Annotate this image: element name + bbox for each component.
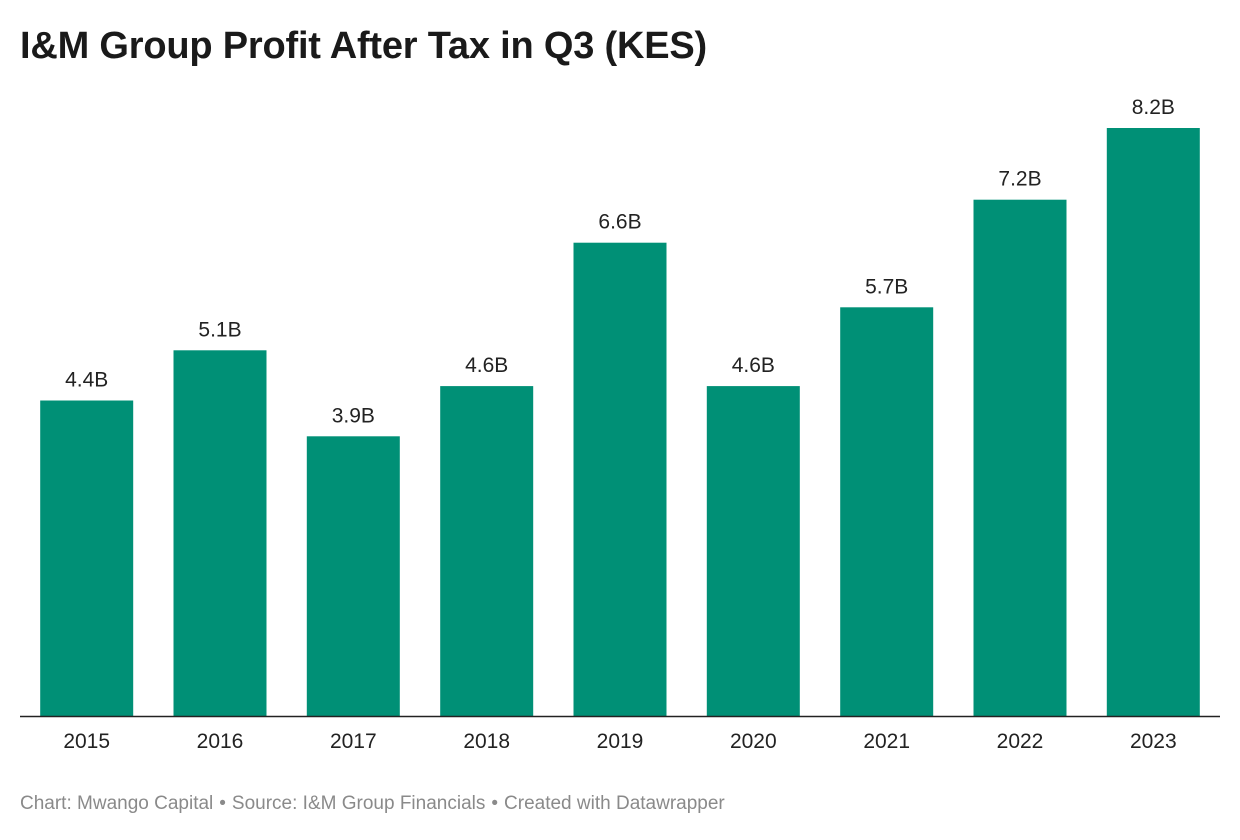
- footer-created-with: Created with Datawrapper: [504, 793, 725, 814]
- x-tick-label-2018: 2018: [463, 730, 510, 753]
- bar-2021: [840, 307, 934, 716]
- bar-2016: [173, 350, 267, 716]
- x-tick-label-2023: 2023: [1130, 730, 1177, 753]
- x-tick-label-2021: 2021: [863, 730, 910, 753]
- bar-2022: [973, 199, 1067, 716]
- bar-2017: [306, 436, 400, 716]
- bar-2015: [40, 400, 134, 716]
- bar-2023: [1106, 128, 1200, 716]
- value-label-2015: 4.4B: [65, 369, 108, 392]
- x-tick-label-2016: 2016: [197, 730, 244, 753]
- x-axis-ticks-layer: 2015 2016 2017 2018 2019 2020 2021 2022 2023: [63, 730, 1176, 753]
- x-tick-label-2015: 2015: [63, 730, 110, 753]
- footer-separator: •: [219, 793, 226, 814]
- chart-footer: Chart: Mwango Capital • Source: I&M Group …: [20, 793, 725, 815]
- value-label-2023: 8.2B: [1132, 96, 1175, 119]
- value-label-2018: 4.6B: [465, 354, 508, 377]
- x-tick-label-2020: 2020: [730, 730, 777, 753]
- value-label-2016: 5.1B: [198, 318, 241, 341]
- bar-2018: [440, 386, 534, 716]
- x-tick-label-2022: 2022: [997, 730, 1044, 753]
- value-label-2021: 5.7B: [865, 275, 908, 298]
- value-label-2022: 7.2B: [998, 168, 1041, 191]
- footer-source: Source: I&M Group Financials: [231, 793, 486, 814]
- bar-2019: [573, 242, 667, 716]
- bar-2020: [706, 386, 800, 716]
- chart-title: I&M Group Profit After Tax in Q3 (KES): [20, 25, 707, 67]
- value-label-2017: 3.9B: [332, 404, 375, 427]
- value-labels-layer: 4.4B 5.1B 3.9B 4.6B 6.6B 4.6B 5.7B 7.2B 8.2B: [65, 96, 1175, 427]
- value-label-2020: 4.6B: [732, 354, 775, 377]
- footer-separator: •: [491, 793, 499, 814]
- x-tick-label-2017: 2017: [330, 730, 377, 753]
- bars-layer: [40, 128, 1200, 716]
- footer-credit: Chart: Mwango Capital: [20, 793, 214, 814]
- x-tick-label-2019: 2019: [597, 730, 644, 753]
- value-label-2019: 6.6B: [598, 211, 641, 234]
